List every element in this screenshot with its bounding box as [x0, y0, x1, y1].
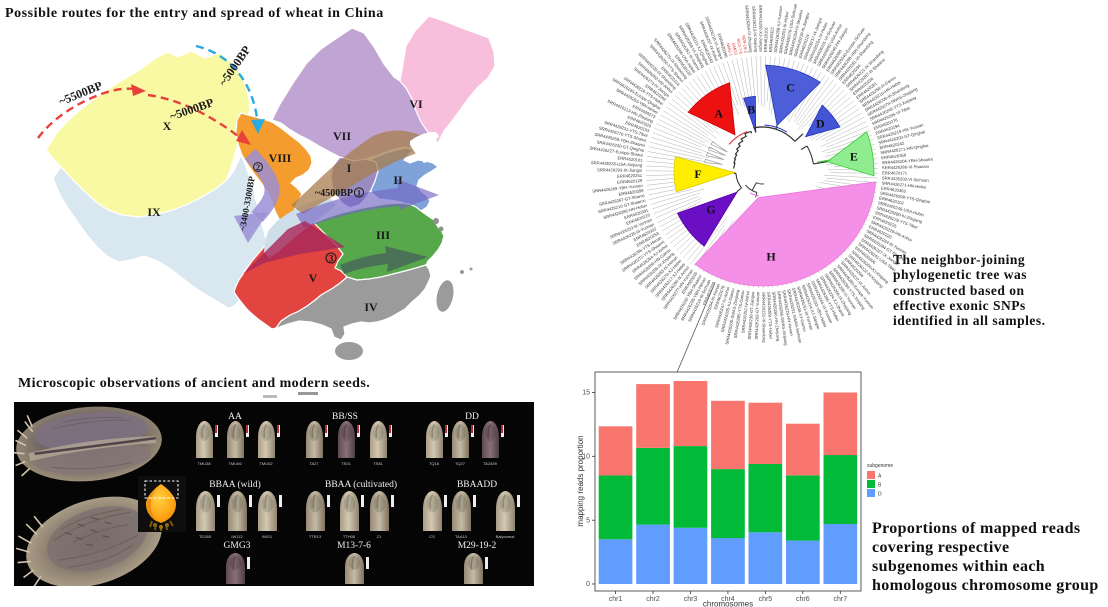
svg-text:M29-19-2: M29-19-2	[741, 35, 748, 54]
svg-text:1: 1	[357, 189, 361, 198]
svg-text:ERR4620129: ERR4620129	[617, 178, 643, 185]
svg-text:SRR4426260-HN-Zhejiang: SRR4426260-HN-Zhejiang	[771, 291, 781, 342]
svg-text:AA: AA	[228, 412, 242, 422]
svg-text:TS81: TS81	[373, 461, 383, 466]
svg-text:IX: IX	[147, 205, 161, 219]
svg-text:BBAA (cultivated): BBAA (cultivated)	[325, 479, 397, 490]
svg-text:TMU02: TMU02	[259, 461, 273, 466]
svg-text:ERR4620242: ERR4620242	[879, 140, 905, 150]
svg-text:SRR4426268-XJ-Yunnan: SRR4426268-XJ-Yunnan	[773, 5, 783, 53]
svg-text:IW112: IW112	[231, 534, 243, 539]
svg-text:mapping reads proportion: mapping reads proportion	[576, 435, 585, 526]
svg-text:SRR4426233-USA-Xinjiang: SRR4426233-USA-Xinjiang	[591, 160, 643, 168]
svg-text:E: E	[850, 149, 858, 163]
svg-text:SRR4426286-VI-Shaanxi: SRR4426286-VI-Shaanxi	[882, 164, 929, 170]
svg-text:TTH06: TTH06	[343, 534, 356, 539]
svg-text:Baiyoumai: Baiyoumai	[496, 534, 515, 539]
svg-text:X: X	[163, 119, 172, 133]
svg-text:TMU38: TMU38	[197, 461, 211, 466]
svg-text:VIII: VIII	[269, 151, 292, 165]
svg-text:SRR4426289-YTS-Hubei: SRR4426289-YTS-Hubei	[766, 292, 773, 339]
svg-text:VII: VII	[333, 129, 351, 143]
svg-text:M29-19-2: M29-19-2	[458, 541, 497, 551]
svg-text:B: B	[747, 103, 755, 117]
svg-text:C: C	[786, 81, 795, 95]
svg-text:15: 15	[582, 390, 590, 397]
svg-text:chr3: chr3	[684, 596, 698, 603]
svg-text:SRR4426269-YBH-Yunnan: SRR4426269-YBH-Yunnan	[592, 183, 644, 194]
svg-text:chr6: chr6	[796, 596, 810, 603]
svg-text:TD265: TD265	[199, 534, 212, 539]
svg-text:SRR4426230-GT-Jiangsu: SRR4426230-GT-Jiangsu	[747, 291, 756, 340]
svg-text:SRR4426292-XJ-Jiangsu: SRR4426292-XJ-Jiangsu	[758, 5, 764, 53]
svg-text:I: I	[347, 161, 352, 175]
svg-text:SRR4426213-III-Xinjiang: SRR4426213-III-Xinjiang	[751, 6, 758, 53]
svg-text:BBAA (wild): BBAA (wild)	[209, 479, 260, 490]
svg-text:TAA10: TAA10	[455, 534, 468, 539]
svg-text:V: V	[309, 271, 318, 285]
svg-text:F: F	[694, 167, 701, 181]
svg-text:subgenome: subgenome	[867, 463, 893, 469]
svg-text:3: 3	[329, 254, 334, 264]
svg-text:chr2: chr2	[646, 596, 660, 603]
svg-text:ERR4620251: ERR4620251	[617, 173, 643, 179]
svg-text:ERR4620101: ERR4620101	[763, 26, 769, 52]
svg-text:chr1: chr1	[609, 596, 623, 603]
svg-text:GMG3: GMG3	[224, 541, 251, 551]
svg-text:ERR4620322: ERR4620322	[768, 26, 775, 52]
svg-text:DD: DD	[465, 412, 479, 422]
svg-text:TQ27: TQ27	[455, 461, 466, 466]
svg-text:ERR4620399: ERR4620399	[618, 188, 644, 197]
svg-text:5: 5	[586, 517, 590, 524]
svg-text:ERR4620365: ERR4620365	[881, 185, 907, 193]
svg-text:BBAADD: BBAADD	[457, 480, 497, 490]
svg-text:TTR13: TTR13	[309, 534, 322, 539]
svg-text:B: B	[878, 483, 882, 489]
svg-text:SRR4426201-III-Hebei: SRR4426201-III-Hebei	[778, 11, 790, 54]
svg-text:chromosomes: chromosomes	[703, 600, 753, 607]
svg-text:TA2459: TA2459	[483, 461, 497, 466]
svg-text:BB/SS: BB/SS	[332, 412, 358, 422]
svg-text:A: A	[714, 106, 723, 120]
svg-text:TS01: TS01	[341, 461, 351, 466]
svg-text:TA27: TA27	[309, 461, 319, 466]
svg-text:CS: CS	[429, 534, 435, 539]
svg-text:~4500BP: ~4500BP	[315, 188, 353, 199]
svg-text:TQ18: TQ18	[429, 461, 440, 466]
svg-text:G: G	[706, 202, 715, 216]
svg-text:SRR4426252-IV-Anhui: SRR4426252-IV-Anhui	[740, 291, 750, 334]
svg-text:A: A	[878, 474, 882, 480]
svg-text:GMG3: GMG3	[731, 42, 739, 56]
svg-text:H: H	[766, 249, 776, 263]
svg-text:0: 0	[586, 581, 590, 588]
svg-text:ERR4620101: ERR4620101	[617, 155, 643, 162]
svg-text:D: D	[878, 492, 882, 498]
svg-text:ERR4620102: ERR4620102	[879, 195, 905, 206]
svg-text:SRR4426204-YBH-Shaanxi: SRR4426204-YBH-Shaanxi	[881, 157, 933, 166]
svg-text:III: III	[376, 228, 390, 242]
svg-text:NMG-1: NMG-1	[725, 42, 733, 57]
svg-text:IWG1: IWG1	[262, 534, 273, 539]
svg-text:SRR4426293-IX-Jiangxi: SRR4426293-IX-Jiangxi	[597, 167, 642, 172]
svg-text:chr5: chr5	[759, 596, 773, 603]
svg-text:TMU06: TMU06	[228, 461, 242, 466]
svg-text:VI: VI	[409, 97, 423, 111]
svg-text:2: 2	[256, 163, 260, 172]
svg-text:SRR4426203-GT-Yunnan: SRR4426203-GT-Yunnan	[754, 291, 761, 340]
svg-text:SRR4426252-III-Shandong: SRR4426252-III-Shandong	[761, 292, 767, 343]
svg-text:M13-7-6: M13-7-6	[337, 541, 371, 551]
svg-text:Z1: Z1	[377, 534, 382, 539]
svg-text:M13-7-6: M13-7-6	[736, 38, 744, 55]
svg-text:chr4: chr4	[721, 596, 735, 603]
svg-text:10: 10	[582, 454, 590, 461]
svg-text:chr7: chr7	[833, 596, 847, 603]
svg-text:ERR4620171: ERR4620171	[882, 170, 908, 175]
svg-text:II: II	[393, 173, 403, 187]
svg-text:SRR4426264-IV-Zhejiang: SRR4426264-IV-Zhejiang	[744, 5, 754, 54]
svg-text:IV: IV	[364, 300, 378, 314]
svg-text:SRR4426271-HN-Hebei: SRR4426271-HN-Hebei	[881, 180, 926, 189]
svg-text:D: D	[816, 117, 825, 131]
svg-text:SRR4426203-VI-Sichuan: SRR4426203-VI-Sichuan	[882, 175, 930, 182]
svg-text:ERR4620358: ERR4620358	[881, 152, 907, 160]
